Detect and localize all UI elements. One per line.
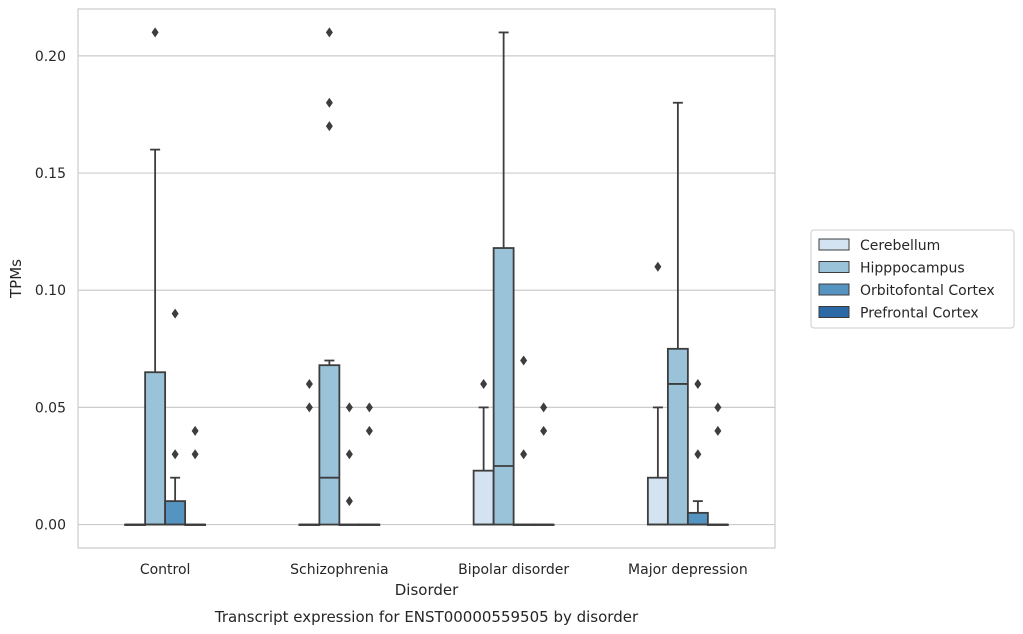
outlier-point xyxy=(325,97,333,108)
outlier-point xyxy=(345,496,353,507)
box xyxy=(686,511,709,526)
outlier-point xyxy=(694,378,702,389)
legend-swatch xyxy=(818,306,850,318)
y-tick-label: 0.05 xyxy=(35,400,66,416)
outlier-point xyxy=(714,402,722,413)
outlier-point xyxy=(480,378,488,389)
legend-frame xyxy=(810,229,1015,329)
y-tick-label: 0.10 xyxy=(35,283,66,299)
legend-label: Orbitofontal Cortex xyxy=(860,283,995,299)
box xyxy=(492,247,515,526)
outlier-point xyxy=(171,308,179,319)
legend-label: Hipppocampus xyxy=(860,261,965,277)
outlier-point xyxy=(540,425,548,436)
outlier-point xyxy=(520,449,528,460)
outlier-point xyxy=(191,449,199,460)
x-tick-label: Bipolar disorder xyxy=(458,562,569,578)
y-tick-label: 0.20 xyxy=(35,49,66,65)
outlier-point xyxy=(345,449,353,460)
y-axis-label: TPMs xyxy=(7,259,25,299)
box-2-2 xyxy=(512,355,535,526)
box-1-3 xyxy=(358,402,381,526)
box-3-2 xyxy=(686,378,709,526)
x-ticks: Control Schizophrenia Bipolar disorder Majo… xyxy=(140,562,748,578)
chart-caption: Transcript expression for ENST0000055950… xyxy=(214,608,639,626)
box-3-0 xyxy=(646,261,669,526)
x-tick-label: Schizophrenia xyxy=(290,562,388,578)
plot-frame xyxy=(77,8,776,549)
legend-label: Prefrontal Cortex xyxy=(860,306,979,322)
outlier-point xyxy=(520,355,528,366)
y-tick-label: 0.15 xyxy=(35,166,66,182)
box-3-3 xyxy=(706,402,729,526)
legend-swatch xyxy=(818,283,850,296)
outlier-point xyxy=(365,402,373,413)
box-1-0 xyxy=(298,378,321,526)
box-0-1 xyxy=(144,27,167,526)
box xyxy=(666,347,689,526)
outlier-point xyxy=(151,27,159,38)
outlier-point xyxy=(305,402,313,413)
outlier-point xyxy=(714,425,722,436)
box-3-1 xyxy=(666,101,689,526)
outlier-point xyxy=(345,402,353,413)
outlier-point xyxy=(305,378,313,389)
x-tick-label: Control xyxy=(140,562,191,578)
box xyxy=(646,476,669,526)
box-2-1 xyxy=(492,31,515,526)
box xyxy=(318,364,341,526)
box-1-1 xyxy=(318,27,341,526)
box-2-3 xyxy=(532,402,555,526)
outlier-point xyxy=(191,425,199,436)
y-ticks: 0.00 0.05 0.10 0.15 0.20 xyxy=(35,49,66,534)
box xyxy=(472,469,495,526)
box-1-2 xyxy=(338,402,361,526)
outlier-point xyxy=(171,449,179,460)
box xyxy=(164,500,187,526)
outlier-point xyxy=(325,27,333,38)
outlier-point xyxy=(694,449,702,460)
x-axis-label: Disorder xyxy=(395,581,459,599)
box-0-2 xyxy=(164,308,187,526)
box-0-3 xyxy=(184,425,207,526)
legend-label: Cerebellum xyxy=(860,238,940,254)
outlier-point xyxy=(325,121,333,132)
x-tick-label: Major depression xyxy=(628,562,748,578)
outlier-point xyxy=(365,425,373,436)
box xyxy=(144,371,167,526)
boxes xyxy=(124,27,729,526)
box-0-0 xyxy=(124,523,147,526)
legend-swatch xyxy=(818,261,850,273)
outlier-point xyxy=(654,261,662,272)
legend: Cerebellum Hipppocampus Orbitofontal Corte… xyxy=(810,229,1015,329)
y-tick-label: 0.00 xyxy=(35,518,66,534)
legend-swatch xyxy=(818,238,850,251)
outlier-point xyxy=(540,402,548,413)
box-2-0 xyxy=(472,378,495,526)
